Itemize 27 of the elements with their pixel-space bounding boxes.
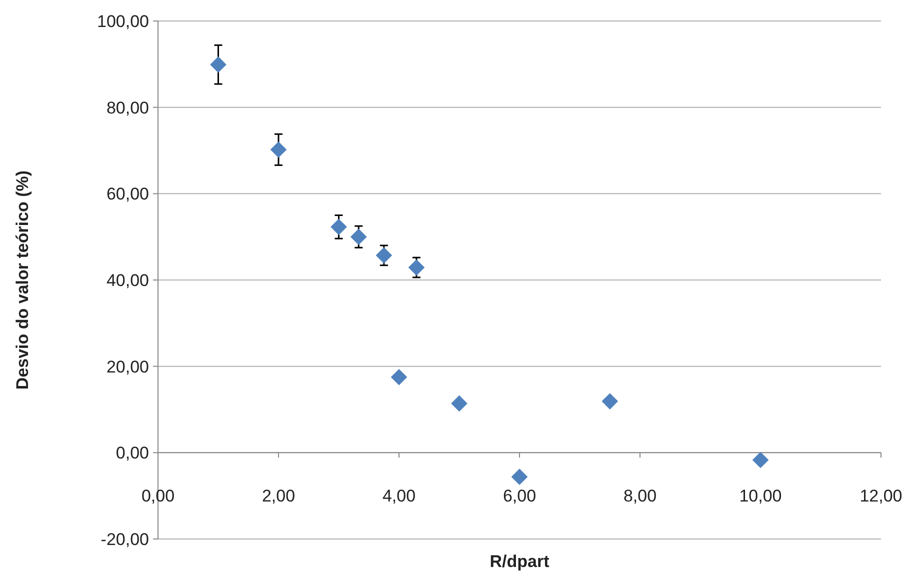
y-tick-label: 60,00 [106,184,149,204]
y-tick-label: 0,00 [116,444,149,463]
point [350,228,367,245]
point [511,468,528,486]
y-axis-title: Desvio do valor teórico (%) [13,170,32,390]
point [390,368,408,386]
point [210,56,226,73]
point [451,395,468,412]
point [408,259,425,276]
x-tick-label: 2,00 [262,486,296,506]
x-tick-label: 8,00 [623,486,657,506]
point [602,393,618,410]
point [752,452,769,468]
x-tick-label: 6,00 [502,486,536,506]
point [270,141,287,158]
point [376,247,392,264]
x-tick-label: 12,00 [860,486,902,506]
y-tick-label: 80,00 [106,98,149,118]
x-tick-label: 4,00 [382,486,416,506]
x-axis-title: R/dpart [490,552,550,571]
point [330,218,347,236]
y-tick-label: 100,00 [97,12,149,31]
y-tick-label: 20,00 [106,357,149,376]
y-tick-label: 40,00 [106,270,149,290]
x-tick-label: 10,00 [739,486,782,506]
x-tick-label: 0,00 [141,486,175,506]
y-tick-label: -20,00 [100,530,149,549]
